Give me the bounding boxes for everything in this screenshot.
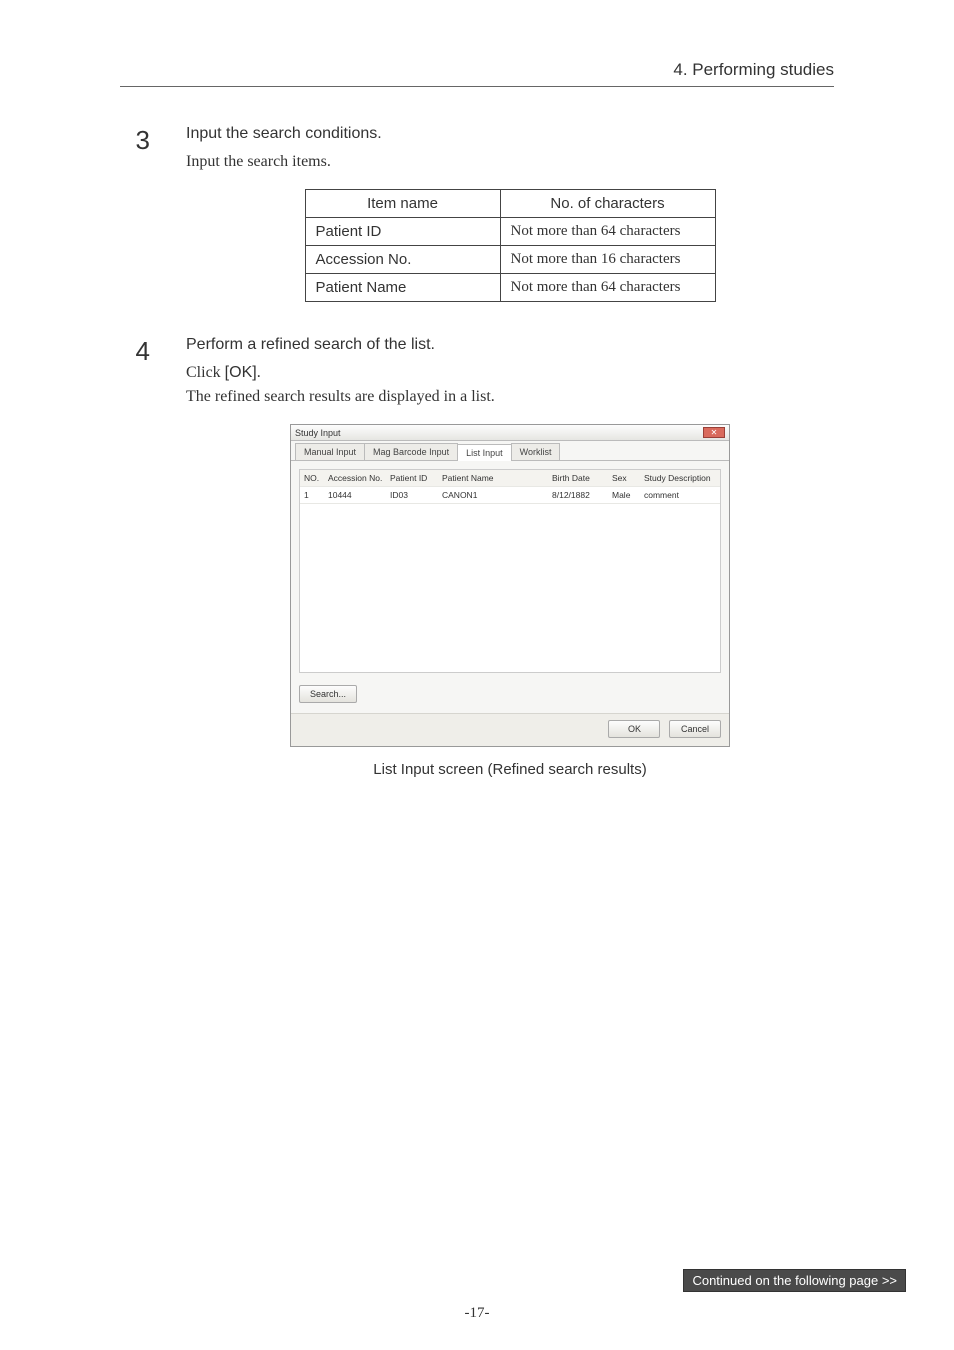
figure-caption: List Input screen (Refined search result…	[186, 761, 834, 778]
cell-item: Patient ID	[305, 218, 500, 246]
section-header: 4. Performing studies	[120, 60, 834, 80]
continued-badge: Continued on the following page >>	[683, 1269, 906, 1292]
page-number: -17-	[0, 1305, 954, 1322]
col-patient-id: Patient ID	[386, 470, 438, 486]
cancel-button[interactable]: Cancel	[669, 720, 721, 738]
close-icon[interactable]: ✕	[703, 427, 725, 438]
cell-birth-date: 8/12/1882	[548, 487, 608, 503]
list-header: NO. Accession No. Patient ID Patient Nam…	[300, 470, 720, 487]
cell-patient-name: CANON1	[438, 487, 548, 503]
cell-item: Accession No.	[305, 246, 500, 274]
cell-accession: 10444	[324, 487, 386, 503]
step-number: 4	[120, 336, 150, 778]
cell-limit: Not more than 16 characters	[500, 246, 715, 274]
tab-manual-input[interactable]: Manual Input	[295, 443, 365, 460]
step-title: Input the search conditions.	[186, 125, 834, 143]
col-patient-name: Patient Name	[438, 470, 548, 486]
cell-limit: Not more than 64 characters	[500, 274, 715, 302]
step-text-2: The refined search results are displayed…	[186, 388, 834, 406]
header-rule	[120, 86, 834, 87]
click-post: .	[257, 364, 261, 381]
step-text: Input the search items.	[186, 153, 834, 171]
cell-no: 1	[300, 487, 324, 503]
table-row: Patient ID Not more than 64 characters	[305, 218, 715, 246]
tab-mag-barcode[interactable]: Mag Barcode Input	[364, 443, 458, 460]
characters-table: Item name No. of characters Patient ID N…	[305, 189, 716, 302]
col-birth-date: Birth Date	[548, 470, 608, 486]
result-list: NO. Accession No. Patient ID Patient Nam…	[299, 469, 721, 673]
window-title: Study Input	[295, 428, 341, 438]
col-no-chars: No. of characters	[500, 190, 715, 218]
col-no: NO.	[300, 470, 324, 486]
click-pre: Click	[186, 364, 225, 381]
cell-study-desc: comment	[640, 487, 720, 503]
col-item-name: Item name	[305, 190, 500, 218]
cell-item: Patient Name	[305, 274, 500, 302]
window-titlebar: Study Input ✕	[291, 425, 729, 441]
step-number: 3	[120, 125, 150, 328]
table-row: Accession No. Not more than 16 character…	[305, 246, 715, 274]
tabs: Manual Input Mag Barcode Input List Inpu…	[291, 441, 729, 461]
list-row[interactable]: 1 10444 ID03 CANON1 8/12/1882 Male comme…	[300, 487, 720, 504]
table-row: Patient Name Not more than 64 characters	[305, 274, 715, 302]
search-button[interactable]: Search...	[299, 685, 357, 703]
cell-patient-id: ID03	[386, 487, 438, 503]
step-title: Perform a refined search of the list.	[186, 336, 834, 354]
tab-list-input[interactable]: List Input	[457, 444, 512, 461]
col-study-desc: Study Description	[640, 470, 720, 486]
tab-worklist[interactable]: Worklist	[511, 443, 561, 460]
study-input-window: Study Input ✕ Manual Input Mag Barcode I…	[290, 424, 730, 747]
col-sex: Sex	[608, 470, 640, 486]
step-click-line: Click [OK].	[186, 364, 834, 382]
ok-literal: [OK]	[225, 364, 257, 381]
col-accession: Accession No.	[324, 470, 386, 486]
cell-limit: Not more than 64 characters	[500, 218, 715, 246]
step-3: 3 Input the search conditions. Input the…	[120, 125, 834, 328]
step-4: 4 Perform a refined search of the list. …	[120, 336, 834, 778]
ok-button[interactable]: OK	[608, 720, 660, 738]
cell-sex: Male	[608, 487, 640, 503]
